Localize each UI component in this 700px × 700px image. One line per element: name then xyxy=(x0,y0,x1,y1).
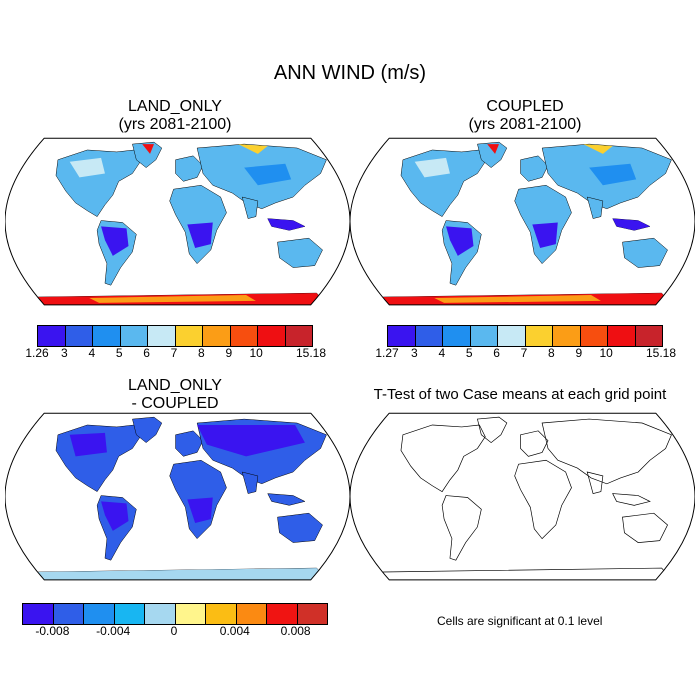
colorbar-tick-label: 15.18 xyxy=(295,346,327,360)
colorbar-swatch xyxy=(415,326,443,346)
panel-title-difference: LAND_ONLY - COUPLED xyxy=(75,377,275,413)
colorbar-swatch xyxy=(175,326,203,346)
colorbar-tick-label: 1.27 xyxy=(375,346,399,360)
colorbar-swatch xyxy=(388,326,416,346)
panel-title-coupled: COUPLED (yrs 2081-2100) xyxy=(425,98,625,134)
colorbar-tick-label: 8 xyxy=(198,346,205,360)
colorbar-tick-label: -0.004 xyxy=(96,624,131,638)
colorbar-swatch xyxy=(93,326,121,346)
colorbar-tick-label: 8 xyxy=(548,346,555,360)
colorbar-swatch xyxy=(285,326,312,346)
colorbar-swatch xyxy=(525,326,553,346)
colorbar-tick-label: 7 xyxy=(170,346,178,360)
colorbar-difference xyxy=(22,603,328,625)
colorbar-swatch xyxy=(553,326,581,346)
colorbar-swatch xyxy=(608,326,636,346)
colorbar-swatch xyxy=(258,326,286,346)
panel-title-line2: (yrs 2081-2100) xyxy=(118,116,232,133)
significance-note: Cells are significant at 0.1 level xyxy=(437,614,603,628)
figure-title: ANN WIND (m/s) xyxy=(273,62,427,84)
panel-title-line1: LAND_ONLY xyxy=(128,98,222,115)
colorbar-swatch xyxy=(580,326,608,346)
map-ttest xyxy=(350,412,695,581)
map-difference xyxy=(5,412,350,581)
colorbar-swatch xyxy=(498,326,526,346)
map-land-only xyxy=(5,137,350,306)
colorbar-swatch xyxy=(23,604,54,624)
colorbar-swatch xyxy=(203,326,231,346)
colorbar-tick-label: 6 xyxy=(493,346,500,360)
colorbar-tick-label: 5 xyxy=(465,346,473,360)
map-coupled xyxy=(350,137,695,306)
colorbar-tick-label: 15.18 xyxy=(645,346,677,360)
colorbar-tick-label: 9 xyxy=(575,346,583,360)
colorbar-swatch xyxy=(230,326,258,346)
colorbar-tick-label: 3 xyxy=(411,346,418,360)
panel-title-ttest: T-Test of two Case means at each grid po… xyxy=(373,386,667,403)
colorbar-tick-label: 10 xyxy=(599,346,613,360)
colorbar-tick-label: 0.008 xyxy=(280,624,311,638)
colorbar-swatch xyxy=(635,326,662,346)
panel-title-line2: - COUPLED xyxy=(131,395,219,412)
colorbar-tick-label: 10 xyxy=(249,346,263,360)
panel-title-line1: LAND_ONLY xyxy=(128,377,222,394)
colorbar-swatch xyxy=(206,604,237,624)
colorbar-tick-label: 5 xyxy=(115,346,123,360)
colorbar-tick-label: 7 xyxy=(520,346,528,360)
colorbar-labels-coupled: 1.27 3 4 5 6 7 8 9 10 15.18 xyxy=(375,346,676,362)
colorbar-swatch xyxy=(470,326,498,346)
colorbar-coupled xyxy=(387,325,663,347)
colorbar-tick-label: 4 xyxy=(88,346,96,360)
colorbar-tick-label: 6 xyxy=(143,346,150,360)
colorbar-tick-label: 4 xyxy=(438,346,446,360)
colorbar-swatch xyxy=(114,604,145,624)
colorbar-tick-label: -0.008 xyxy=(35,624,70,638)
colorbar-swatch xyxy=(84,604,115,624)
colorbar-swatch xyxy=(53,604,84,624)
colorbar-tick-label: 0.004 xyxy=(219,624,250,638)
panel-title-land-only: LAND_ONLY (yrs 2081-2100) xyxy=(75,98,275,134)
colorbar-swatch xyxy=(38,326,66,346)
colorbar-tick-label: 3 xyxy=(61,346,68,360)
colorbar-tick-label: 1.26 xyxy=(25,346,49,360)
colorbar-swatch xyxy=(175,604,206,624)
colorbar-swatch xyxy=(443,326,471,346)
colorbar-swatch xyxy=(236,604,267,624)
colorbar-swatch xyxy=(145,604,176,624)
colorbar-tick-label: 9 xyxy=(225,346,233,360)
colorbar-swatch xyxy=(267,604,298,624)
colorbar-swatch xyxy=(148,326,176,346)
colorbar-land-only xyxy=(37,325,313,347)
panel-title-line2: (yrs 2081-2100) xyxy=(468,116,582,133)
panel-title-line1: COUPLED xyxy=(486,98,564,115)
colorbar-swatch xyxy=(65,326,93,346)
colorbar-labels-difference: -0.008 -0.004 0 0.004 0.008 xyxy=(22,624,326,640)
colorbar-tick-label: 0 xyxy=(170,624,178,638)
colorbar-swatch xyxy=(297,604,327,624)
colorbar-labels-land-only: 1.26 3 4 5 6 7 8 9 10 15.18 xyxy=(25,346,326,362)
colorbar-swatch xyxy=(120,326,148,346)
